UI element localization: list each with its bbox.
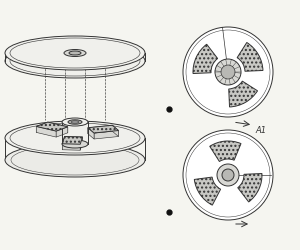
Polygon shape xyxy=(56,127,68,137)
Ellipse shape xyxy=(5,143,145,177)
Polygon shape xyxy=(88,125,112,134)
Circle shape xyxy=(183,27,273,117)
Ellipse shape xyxy=(5,121,145,155)
Wedge shape xyxy=(194,177,220,205)
Polygon shape xyxy=(62,144,80,150)
Ellipse shape xyxy=(69,51,81,55)
Ellipse shape xyxy=(62,140,88,148)
Polygon shape xyxy=(62,136,64,150)
Ellipse shape xyxy=(5,44,145,78)
Polygon shape xyxy=(112,125,119,136)
Circle shape xyxy=(222,169,234,181)
Polygon shape xyxy=(80,137,83,150)
Circle shape xyxy=(217,164,239,186)
Polygon shape xyxy=(36,126,56,137)
Polygon shape xyxy=(88,125,118,133)
Text: A1: A1 xyxy=(255,126,266,135)
Wedge shape xyxy=(210,141,241,162)
Ellipse shape xyxy=(5,36,145,70)
Wedge shape xyxy=(237,42,263,71)
Circle shape xyxy=(183,130,273,220)
Wedge shape xyxy=(229,81,257,107)
Ellipse shape xyxy=(68,120,82,124)
Polygon shape xyxy=(62,136,82,144)
Wedge shape xyxy=(193,44,218,74)
Circle shape xyxy=(221,65,235,79)
Polygon shape xyxy=(88,128,94,139)
Polygon shape xyxy=(48,122,68,133)
Ellipse shape xyxy=(71,121,79,123)
Wedge shape xyxy=(238,174,262,202)
Polygon shape xyxy=(64,136,82,143)
Circle shape xyxy=(215,59,241,85)
Ellipse shape xyxy=(64,50,86,56)
Polygon shape xyxy=(36,122,68,131)
Polygon shape xyxy=(36,122,48,132)
Polygon shape xyxy=(94,130,118,139)
Ellipse shape xyxy=(62,118,88,126)
